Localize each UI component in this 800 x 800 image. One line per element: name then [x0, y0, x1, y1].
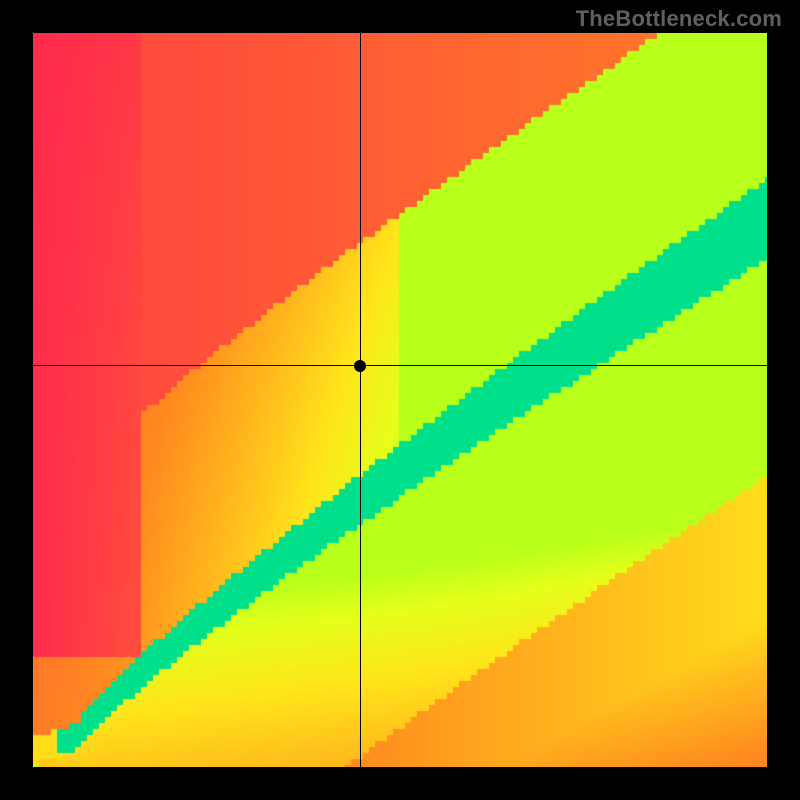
heatmap-canvas	[33, 33, 767, 767]
crosshair-vertical	[360, 33, 361, 767]
crosshair-marker	[354, 360, 366, 372]
chart-container: TheBottleneck.com	[0, 0, 800, 800]
crosshair-horizontal	[33, 365, 767, 366]
watermark-text: TheBottleneck.com	[576, 6, 782, 32]
